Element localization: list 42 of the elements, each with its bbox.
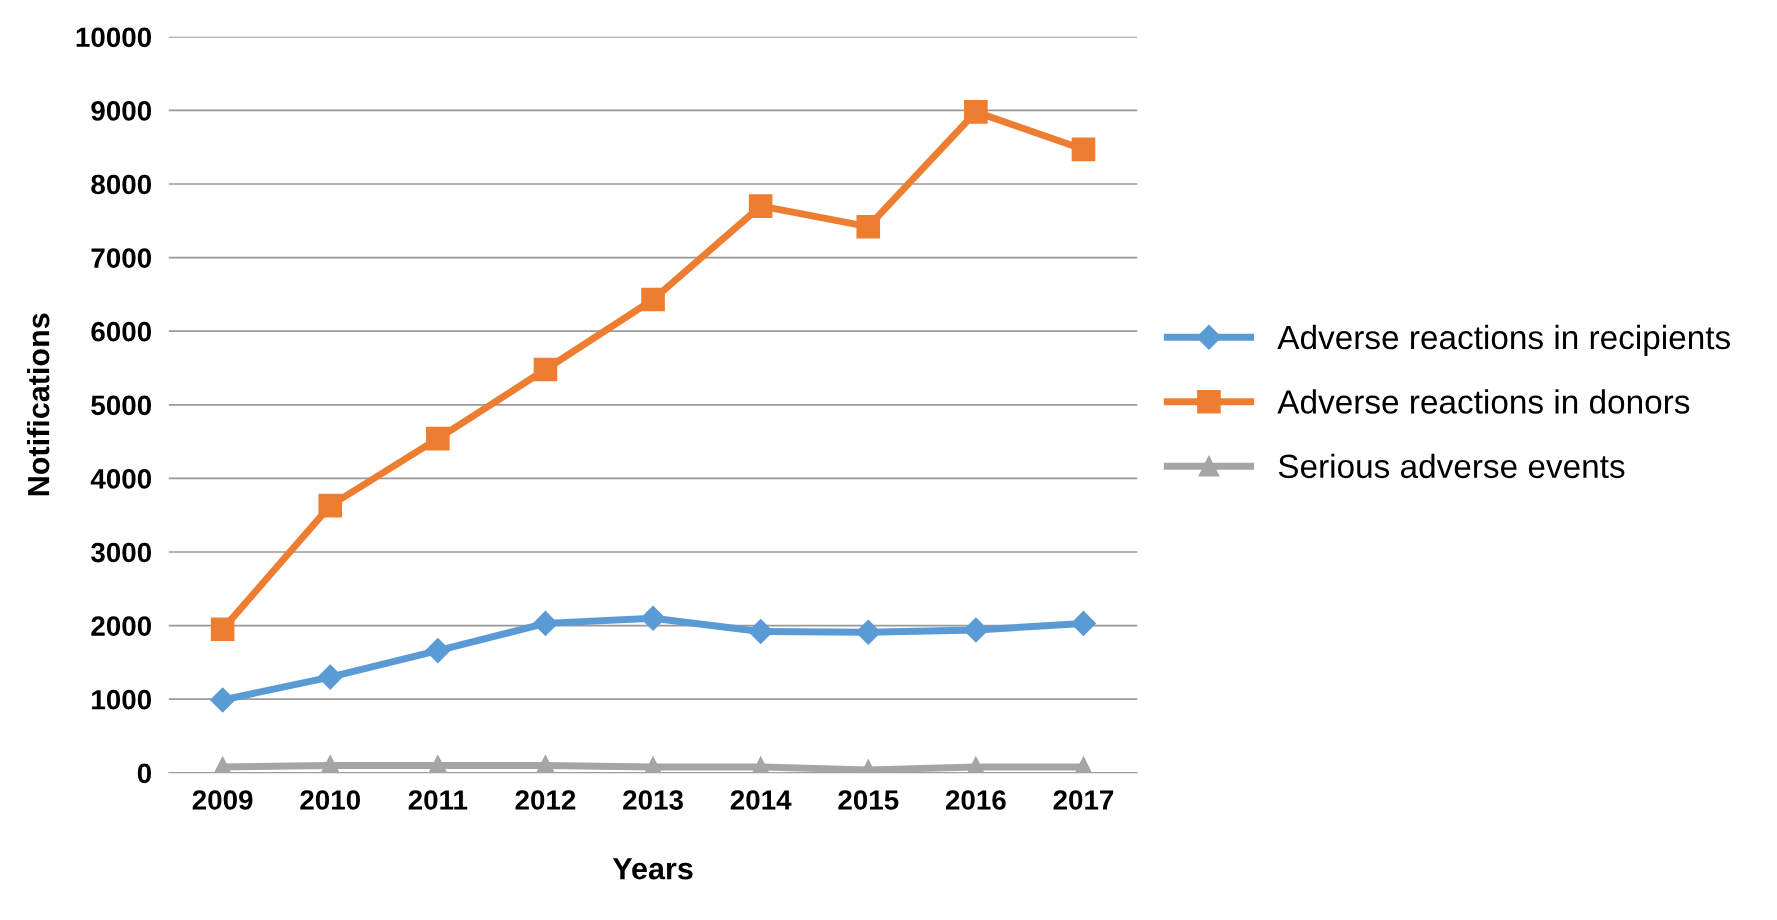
y-tick-label: 2000 bbox=[91, 616, 152, 636]
point bbox=[318, 493, 343, 518]
point bbox=[964, 100, 988, 124]
point bbox=[1070, 610, 1096, 636]
y-tick-label: 0 bbox=[137, 763, 152, 784]
x-axis-title: Years bbox=[612, 858, 693, 880]
y-tick-label: 7000 bbox=[91, 248, 152, 268]
y-tick-label: 8000 bbox=[91, 174, 152, 195]
legend-label: Serious adverse events bbox=[1278, 453, 1625, 479]
x-tick-label: 2011 bbox=[408, 790, 468, 810]
point bbox=[210, 617, 235, 642]
y-tick-label: 4000 bbox=[90, 469, 152, 489]
point bbox=[640, 605, 666, 631]
y-tick-label: 10000 bbox=[76, 27, 152, 48]
x-tick-label: 2017 bbox=[1053, 790, 1114, 810]
point bbox=[748, 194, 773, 218]
point bbox=[533, 357, 558, 382]
x-tick-label: 2010 bbox=[300, 790, 360, 810]
point bbox=[317, 664, 343, 690]
y-tick-label: 9000 bbox=[91, 101, 152, 121]
y-tick-label: 6000 bbox=[91, 321, 152, 342]
x-tick-label: 2016 bbox=[945, 790, 1006, 810]
legend-label: Adverse reactions in donors bbox=[1277, 389, 1690, 414]
point bbox=[963, 617, 989, 643]
point bbox=[425, 638, 451, 664]
x-tick-label: 2015 bbox=[838, 790, 899, 810]
point bbox=[855, 619, 881, 645]
x-tick-label: 2014 bbox=[730, 790, 792, 810]
point bbox=[426, 426, 450, 451]
x-tick-label: 2012 bbox=[515, 790, 576, 810]
point bbox=[641, 287, 665, 312]
point bbox=[856, 214, 881, 239]
point bbox=[1071, 137, 1096, 162]
point bbox=[210, 687, 236, 713]
y-axis-title: Notifications bbox=[26, 313, 50, 496]
legend-label: Adverse reactions in recipients bbox=[1277, 324, 1730, 356]
x-tick-label: 2013 bbox=[623, 790, 683, 810]
y-tick-label: 3000 bbox=[91, 542, 152, 563]
y-tick-label: 5000 bbox=[91, 395, 152, 416]
x-tick-label: 2009 bbox=[192, 790, 253, 810]
y-tick-label: 1000 bbox=[92, 689, 152, 710]
point bbox=[532, 610, 558, 636]
